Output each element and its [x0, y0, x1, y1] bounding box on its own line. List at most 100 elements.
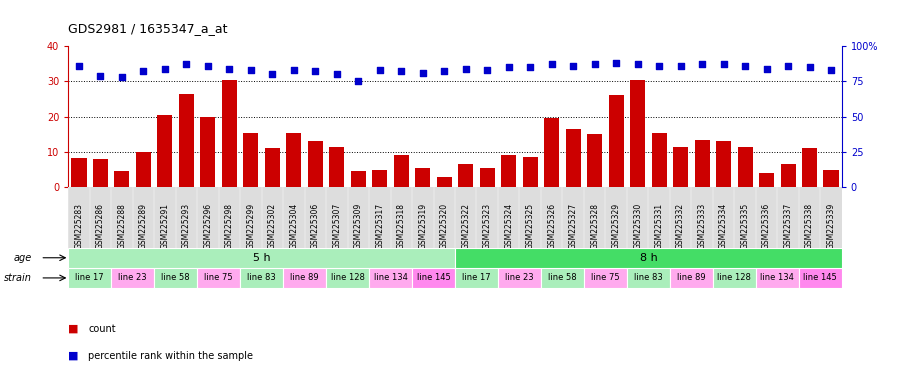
- Text: line 145: line 145: [417, 273, 450, 282]
- Bar: [412, 268, 455, 288]
- Bar: [694, 139, 710, 187]
- Bar: [350, 171, 366, 187]
- Point: [587, 61, 602, 68]
- Point: [157, 66, 172, 72]
- Text: strain: strain: [4, 273, 32, 283]
- Bar: [459, 164, 473, 187]
- Point: [244, 67, 258, 73]
- Point: [200, 63, 215, 69]
- Point: [738, 63, 753, 69]
- Bar: [415, 168, 430, 187]
- Bar: [584, 268, 627, 288]
- Point: [287, 67, 301, 73]
- Bar: [240, 268, 283, 288]
- Bar: [111, 268, 154, 288]
- Bar: [200, 117, 216, 187]
- Text: line 58: line 58: [161, 273, 190, 282]
- Bar: [498, 268, 541, 288]
- Text: line 128: line 128: [717, 273, 752, 282]
- Text: line 89: line 89: [677, 273, 705, 282]
- Bar: [243, 132, 258, 187]
- Point: [803, 64, 817, 70]
- Text: ■: ■: [68, 324, 82, 334]
- Bar: [670, 268, 713, 288]
- Bar: [68, 268, 111, 288]
- Text: line 89: line 89: [290, 273, 318, 282]
- Point: [329, 71, 344, 78]
- Point: [759, 66, 774, 72]
- Bar: [824, 170, 838, 187]
- Point: [544, 61, 559, 68]
- Bar: [308, 141, 323, 187]
- Bar: [609, 96, 623, 187]
- Bar: [627, 268, 670, 288]
- Point: [480, 67, 494, 73]
- Bar: [455, 248, 842, 268]
- Point: [781, 63, 795, 69]
- Text: GDS2981 / 1635347_a_at: GDS2981 / 1635347_a_at: [68, 22, 228, 35]
- Point: [824, 67, 838, 73]
- Bar: [179, 94, 194, 187]
- Bar: [673, 147, 688, 187]
- Point: [179, 61, 194, 68]
- Bar: [369, 268, 412, 288]
- Text: line 23: line 23: [118, 273, 147, 282]
- Bar: [157, 115, 173, 187]
- Bar: [287, 132, 301, 187]
- Text: line 75: line 75: [592, 273, 620, 282]
- Bar: [480, 168, 495, 187]
- Bar: [781, 164, 795, 187]
- Bar: [799, 268, 842, 288]
- Bar: [372, 170, 388, 187]
- Bar: [326, 268, 369, 288]
- Point: [695, 61, 710, 68]
- Text: line 134: line 134: [761, 273, 794, 282]
- Bar: [587, 134, 602, 187]
- Text: line 145: line 145: [804, 273, 837, 282]
- Bar: [68, 248, 455, 268]
- Point: [716, 61, 731, 68]
- Point: [416, 70, 430, 76]
- Text: line 23: line 23: [505, 273, 534, 282]
- Text: count: count: [88, 324, 116, 334]
- Bar: [522, 157, 538, 187]
- Bar: [197, 268, 240, 288]
- Bar: [115, 171, 129, 187]
- Point: [394, 68, 409, 74]
- Bar: [541, 268, 584, 288]
- Text: line 17: line 17: [76, 273, 104, 282]
- Point: [459, 66, 473, 72]
- Point: [115, 74, 129, 80]
- Point: [136, 68, 151, 74]
- Bar: [759, 173, 774, 187]
- Bar: [455, 268, 498, 288]
- Text: ■: ■: [68, 351, 82, 361]
- Point: [72, 63, 86, 69]
- Point: [222, 66, 237, 72]
- Text: line 58: line 58: [548, 273, 577, 282]
- Text: line 83: line 83: [634, 273, 662, 282]
- Text: line 128: line 128: [330, 273, 365, 282]
- Point: [631, 61, 645, 68]
- Text: line 83: line 83: [248, 273, 276, 282]
- Bar: [136, 152, 151, 187]
- Point: [523, 64, 538, 70]
- Point: [609, 60, 623, 66]
- Point: [437, 68, 451, 74]
- Point: [308, 68, 323, 74]
- Bar: [72, 158, 86, 187]
- Bar: [713, 268, 756, 288]
- Bar: [630, 79, 645, 187]
- Bar: [716, 141, 731, 187]
- Bar: [154, 268, 197, 288]
- Bar: [544, 118, 560, 187]
- Bar: [394, 156, 409, 187]
- Bar: [265, 148, 280, 187]
- Bar: [283, 268, 326, 288]
- Text: line 17: line 17: [462, 273, 490, 282]
- Bar: [329, 147, 344, 187]
- Bar: [222, 79, 237, 187]
- Bar: [501, 156, 516, 187]
- Point: [265, 71, 279, 78]
- Point: [673, 63, 688, 69]
